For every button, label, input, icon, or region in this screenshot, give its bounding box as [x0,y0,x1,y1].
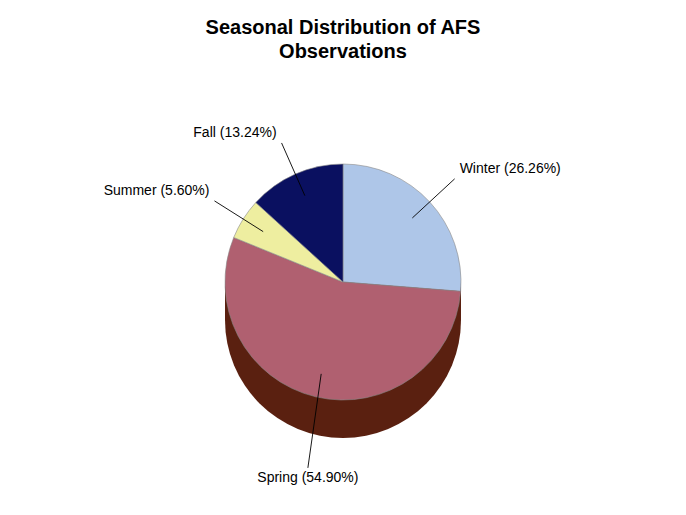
chart: Seasonal Distribution of AFSObservations… [0,0,686,515]
slice-label: Spring (54.90%) [257,469,358,485]
leader-line [282,143,305,196]
chart-container: Seasonal Distribution of AFSObservations… [0,0,686,515]
slice-label: Summer (5.60%) [104,182,210,198]
leader-line [412,179,454,218]
slices [225,164,461,400]
background [0,0,686,515]
leader-line [214,201,263,232]
labels: Winter (26.26%) Spring (54.90%) Summer (5.… [104,124,561,485]
slice-label: Winter (26.26%) [460,160,561,176]
title: Seasonal Distribution of AFSObservations [206,16,481,62]
pie-slice [343,164,461,291]
pie-slice [256,164,343,282]
slice-label: Fall (13.24%) [193,124,276,140]
leader-line [308,374,321,468]
